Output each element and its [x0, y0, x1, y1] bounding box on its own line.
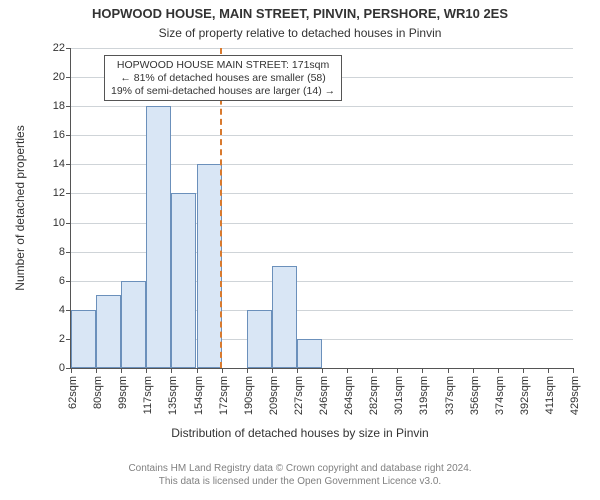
ytick-mark — [66, 223, 71, 224]
ytick-mark — [66, 252, 71, 253]
xtick-mark — [372, 368, 373, 373]
y-axis-label: Number of detached properties — [13, 125, 27, 290]
xtick-mark — [523, 368, 524, 373]
xtick-label: 301sqm — [393, 376, 405, 415]
xtick-label: 227sqm — [293, 376, 305, 415]
xtick-mark — [247, 368, 248, 373]
xtick-mark — [171, 368, 172, 373]
ytick-label: 12 — [53, 187, 65, 199]
bar — [171, 193, 196, 368]
footer-line: Contains HM Land Registry data © Crown c… — [0, 463, 600, 476]
xtick-label: 135sqm — [167, 376, 179, 415]
xtick-mark — [272, 368, 273, 373]
ytick-mark — [66, 281, 71, 282]
xtick-label: 154sqm — [193, 376, 205, 415]
xtick-mark — [548, 368, 549, 373]
annotation-line: HOPWOOD HOUSE MAIN STREET: 171sqm — [111, 59, 335, 72]
gridline — [71, 48, 573, 49]
xtick-mark — [498, 368, 499, 373]
xtick-mark — [297, 368, 298, 373]
bar — [247, 310, 272, 368]
ytick-label: 2 — [59, 333, 65, 345]
xtick-label: 282sqm — [368, 376, 380, 415]
ytick-label: 16 — [53, 129, 65, 141]
xtick-mark — [222, 368, 223, 373]
xtick-mark — [347, 368, 348, 373]
xtick-label: 62sqm — [67, 376, 79, 409]
ytick-label: 0 — [59, 362, 65, 374]
xtick-label: 429sqm — [569, 376, 581, 415]
ytick-label: 22 — [53, 42, 65, 54]
xtick-label: 190sqm — [243, 376, 255, 415]
xtick-mark — [397, 368, 398, 373]
xtick-label: 209sqm — [268, 376, 280, 415]
ytick-mark — [66, 77, 71, 78]
ytick-label: 10 — [53, 217, 65, 229]
xtick-label: 246sqm — [318, 376, 330, 415]
ytick-mark — [66, 48, 71, 49]
xtick-label: 374sqm — [494, 376, 506, 415]
annotation-box: HOPWOOD HOUSE MAIN STREET: 171sqm← 81% o… — [104, 55, 342, 101]
ytick-label: 20 — [53, 71, 65, 83]
xtick-mark — [322, 368, 323, 373]
xtick-mark — [121, 368, 122, 373]
ytick-mark — [66, 106, 71, 107]
xtick-label: 264sqm — [343, 376, 355, 415]
xtick-mark — [146, 368, 147, 373]
xtick-label: 80sqm — [92, 376, 104, 409]
xtick-mark — [197, 368, 198, 373]
xtick-mark — [473, 368, 474, 373]
xtick-label: 337sqm — [444, 376, 456, 415]
xtick-label: 117sqm — [142, 376, 154, 414]
ytick-mark — [66, 164, 71, 165]
xtick-label: 392sqm — [519, 376, 531, 415]
bar — [197, 164, 222, 368]
ytick-label: 8 — [59, 246, 65, 258]
bar — [297, 339, 322, 368]
xtick-mark — [422, 368, 423, 373]
xtick-mark — [71, 368, 72, 373]
chart-subtitle: Size of property relative to detached ho… — [0, 26, 600, 40]
bar — [121, 281, 146, 368]
xtick-label: 411sqm — [544, 376, 556, 414]
bar — [71, 310, 96, 368]
ytick-label: 18 — [53, 100, 65, 112]
bar — [96, 295, 121, 368]
chart-title: HOPWOOD HOUSE, MAIN STREET, PINVIN, PERS… — [0, 6, 600, 21]
ytick-label: 6 — [59, 275, 65, 287]
bar — [272, 266, 297, 368]
xtick-label: 319sqm — [418, 376, 430, 415]
xtick-label: 172sqm — [218, 376, 230, 415]
ytick-mark — [66, 193, 71, 194]
xtick-mark — [573, 368, 574, 373]
xtick-label: 356sqm — [469, 376, 481, 415]
footer-line: This data is licensed under the Open Gov… — [0, 476, 600, 489]
annotation-line: 19% of semi-detached houses are larger (… — [111, 85, 335, 98]
xtick-mark — [448, 368, 449, 373]
footer: Contains HM Land Registry data © Crown c… — [0, 463, 600, 488]
ytick-label: 4 — [59, 304, 65, 316]
x-axis-label: Distribution of detached houses by size … — [0, 426, 600, 440]
xtick-mark — [96, 368, 97, 373]
bar — [146, 106, 171, 368]
annotation-line: ← 81% of detached houses are smaller (58… — [111, 72, 335, 85]
ytick-label: 14 — [53, 158, 65, 170]
ytick-mark — [66, 135, 71, 136]
xtick-label: 99sqm — [117, 376, 129, 409]
